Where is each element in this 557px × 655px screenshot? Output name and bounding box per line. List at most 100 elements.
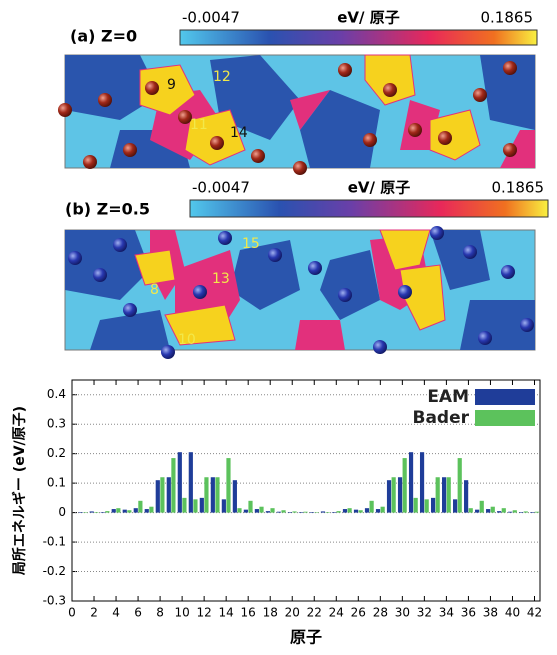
x-tick-label: 36: [461, 606, 476, 620]
bar: [111, 509, 116, 513]
colorbar: [189, 199, 549, 218]
atom: [193, 285, 207, 299]
bar: [408, 452, 414, 513]
bar: [89, 511, 94, 513]
x-tick-label: 26: [351, 606, 366, 620]
atom: [503, 61, 517, 75]
legend-label: Bader: [412, 408, 469, 428]
atom: [98, 93, 112, 107]
bar: [508, 511, 513, 513]
atom-label: 8: [150, 282, 159, 298]
bar: [441, 477, 447, 513]
bar: [419, 452, 425, 513]
bar: [270, 508, 275, 513]
atom: [293, 161, 307, 175]
x-tick-label: 8: [156, 606, 164, 620]
bar: [347, 508, 352, 513]
atom: [363, 133, 377, 147]
bar: [486, 509, 491, 513]
bar: [83, 512, 88, 513]
bar: [519, 512, 524, 513]
bar: [468, 508, 473, 513]
bar: [144, 509, 149, 513]
atom: [338, 63, 352, 77]
x-tick-label: 14: [219, 606, 234, 620]
bar: [298, 512, 304, 513]
region: [480, 55, 535, 130]
bar: [78, 512, 83, 513]
atom: [478, 331, 492, 345]
bar: [182, 497, 187, 513]
x-tick-label: 30: [395, 606, 410, 620]
bar: [276, 511, 282, 513]
x-tick-label: 6: [134, 606, 142, 620]
map-a: [58, 54, 536, 175]
region: [364, 54, 416, 106]
atom: [383, 83, 397, 97]
atom: [373, 340, 387, 354]
region: [500, 130, 535, 168]
bar: [424, 499, 429, 513]
bar: [413, 497, 418, 513]
bar: [314, 512, 319, 513]
bar: [534, 511, 539, 513]
atom-label: 12: [213, 69, 231, 85]
bar: [259, 506, 264, 513]
region: [290, 90, 330, 130]
bar: [369, 500, 374, 513]
atom: [113, 238, 127, 252]
bar: [215, 477, 220, 513]
bar: [188, 452, 193, 513]
y-axis-label: 局所エネルギー (eV/原子): [11, 406, 28, 575]
colorbar-tick-label: 0.1865: [492, 179, 545, 197]
bar: [479, 500, 484, 513]
atom: [161, 345, 175, 359]
x-tick-label: 2: [90, 606, 98, 620]
region: [164, 304, 236, 346]
bar: [127, 510, 132, 513]
bar: [160, 477, 165, 513]
bar: [292, 511, 297, 513]
bar: [155, 480, 160, 513]
bar: [386, 480, 392, 513]
bar: [490, 506, 495, 513]
y-tick-label: -0.2: [43, 564, 66, 578]
atom: [218, 231, 232, 245]
atom: [123, 303, 137, 317]
region: [300, 90, 380, 168]
x-tick-label: 34: [439, 606, 454, 620]
colorbar-tick-label: -0.0047: [192, 179, 250, 197]
region: [90, 310, 170, 350]
bar: [94, 512, 99, 513]
bar: [435, 477, 440, 513]
bar: [237, 508, 242, 513]
legend-label: EAM: [427, 387, 469, 407]
bar: [303, 511, 308, 513]
atom: [338, 288, 352, 302]
atom: [210, 136, 224, 150]
region: [139, 64, 196, 116]
bar: [391, 477, 396, 513]
region: [295, 320, 345, 350]
x-tick-label: 18: [263, 606, 278, 620]
colorbar-tick-label: -0.0047: [182, 9, 240, 27]
atom: [145, 81, 159, 95]
region: [320, 250, 380, 320]
atom: [83, 155, 97, 169]
bar: [342, 509, 348, 513]
bar: [523, 511, 528, 513]
colorbar-label: eV/ 原子: [337, 9, 399, 27]
atom: [68, 251, 82, 265]
bar: [402, 458, 407, 513]
region: [429, 109, 481, 161]
atom: [463, 245, 477, 259]
bar: [287, 512, 293, 513]
region-group: [134, 229, 446, 346]
region: [134, 249, 176, 286]
bar: [221, 499, 226, 513]
x-tick-label: 28: [373, 606, 388, 620]
bar: [265, 511, 270, 513]
atom: [58, 103, 72, 117]
x-tick-label: 4: [112, 606, 120, 620]
colorbar-label: eV/ 原子: [348, 179, 410, 197]
